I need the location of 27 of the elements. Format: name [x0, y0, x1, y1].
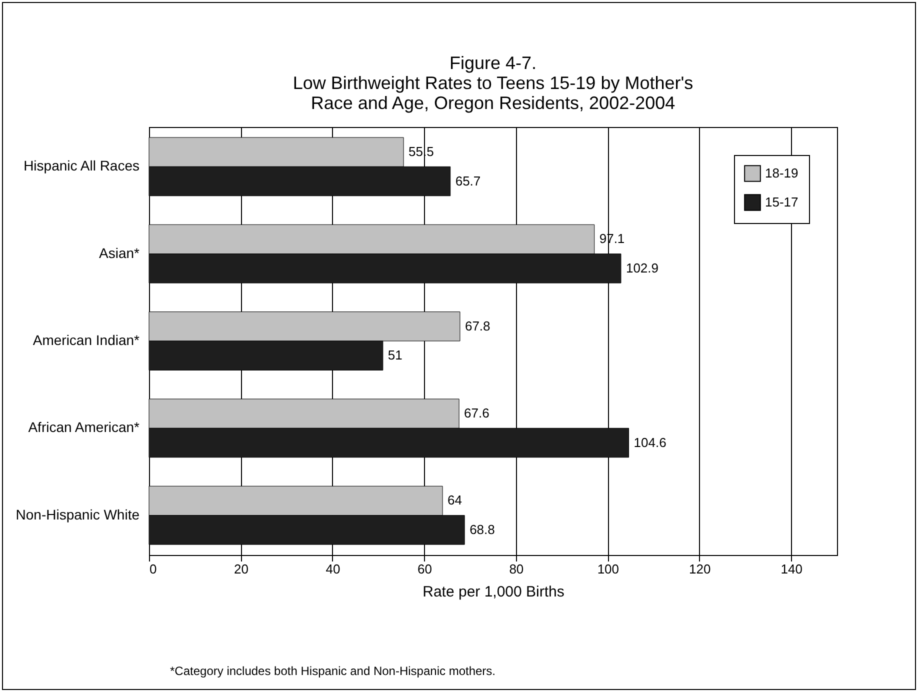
chart-title: Figure 4-7. — [449, 53, 537, 73]
x-axis-title: Rate per 1,000 Births — [422, 584, 564, 600]
x-tick-label: 60 — [417, 562, 432, 576]
x-tick-label: 120 — [689, 562, 711, 576]
data-label: 68.8 — [470, 522, 495, 537]
data-label: 67.8 — [464, 318, 490, 334]
y-tick-label: Asian* — [99, 244, 140, 261]
data-label: 104.6 — [634, 434, 666, 450]
y-tick-label: American Indian* — [32, 332, 140, 348]
x-tick-label: 40 — [326, 562, 340, 576]
y-tick-label: Non-Hispanic White — [16, 506, 140, 522]
x-tick-label: 20 — [234, 562, 248, 576]
text: *Category includes both Hispanic and Non-Hispanic mothers. — [170, 664, 496, 678]
x-tick-label: 80 — [509, 562, 524, 576]
x-tick-label: 140 — [780, 562, 802, 576]
data-label: 64 — [448, 492, 462, 508]
y-tick-label: African American* — [28, 419, 140, 436]
x-tick-label: 0 — [150, 562, 157, 576]
data-label: 65.7 — [455, 173, 481, 188]
legend-label: 15-17 — [765, 194, 798, 210]
y-tick-label: Hispanic All Races — [24, 158, 140, 174]
data-label: 51 — [388, 348, 402, 363]
data-label: 67.6 — [464, 406, 490, 421]
data-label: 102.9 — [626, 260, 659, 276]
x-tick-label: 100 — [597, 562, 620, 576]
chart-subtitle: Low Birthweight Rates to Teens 15-19 by Mother's Race and Age, Oregon Residents, 2002-2004 — [292, 73, 694, 113]
legend-label: 18-19 — [765, 166, 798, 180]
